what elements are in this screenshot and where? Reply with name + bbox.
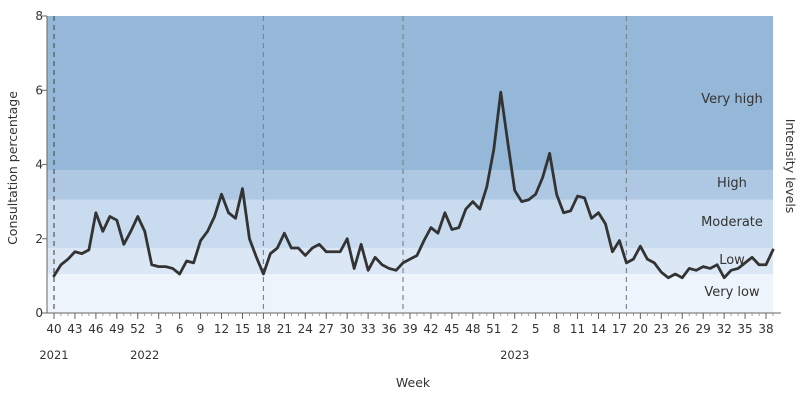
x-tick-label-10: 18 xyxy=(256,322,271,336)
y-tick-label-2: 2 xyxy=(35,232,43,246)
x-tick-label-30: 26 xyxy=(675,322,690,336)
x-tick-label-16: 36 xyxy=(381,322,396,336)
intensity-bands xyxy=(47,16,773,313)
band-moderate xyxy=(47,199,773,249)
x-tick-label-29: 23 xyxy=(654,322,669,336)
x-tick-label-23: 5 xyxy=(532,322,540,336)
year-label-2023: 2023 xyxy=(500,348,529,362)
x-tick-label-21: 51 xyxy=(486,322,501,336)
x-tick-label-22: 2 xyxy=(511,322,519,336)
x-tick-label-27: 17 xyxy=(612,322,627,336)
x-tick-label-3: 49 xyxy=(109,322,124,336)
x-tick-label-28: 20 xyxy=(633,322,648,336)
band-high xyxy=(47,170,773,200)
band-label-low: Low xyxy=(719,253,745,268)
intensity-axis-title: Intensity levels xyxy=(783,119,798,214)
y-tick-label-4: 4 xyxy=(35,158,43,172)
x-tick-label-24: 8 xyxy=(553,322,561,336)
x-tick-label-6: 6 xyxy=(176,322,184,336)
x-tick-label-1: 43 xyxy=(67,322,82,336)
x-tick-label-5: 3 xyxy=(155,322,163,336)
band-label-high: High xyxy=(717,176,747,191)
x-tick-label-14: 30 xyxy=(340,322,355,336)
series-line-layer xyxy=(52,90,775,280)
band-label-very-low: Very low xyxy=(704,285,760,300)
y-tick-label-0: 0 xyxy=(35,306,43,320)
band-low xyxy=(47,248,773,275)
band-very-low xyxy=(47,274,773,313)
axes xyxy=(42,15,781,319)
x-tick-label-33: 35 xyxy=(737,322,752,336)
y-axis-title: Consultation percentage xyxy=(5,91,20,245)
band-label-very-high: Very high xyxy=(701,92,762,107)
band-label-moderate: Moderate xyxy=(701,215,763,230)
y-tick-label-6: 6 xyxy=(35,83,43,97)
x-tick-label-11: 21 xyxy=(277,322,292,336)
y-tick-label-8: 8 xyxy=(35,9,43,23)
x-tick-label-8: 12 xyxy=(214,322,229,336)
x-tick-label-32: 32 xyxy=(716,322,731,336)
x-tick-label-18: 42 xyxy=(423,322,438,336)
x-tick-label-25: 11 xyxy=(570,322,585,336)
x-tick-label-4: 52 xyxy=(130,322,145,336)
x-tick-label-7: 9 xyxy=(197,322,205,336)
x-tick-label-17: 39 xyxy=(402,322,417,336)
x-tick-label-0: 40 xyxy=(46,322,61,336)
year-label-2022: 2022 xyxy=(130,348,159,362)
series-line xyxy=(52,90,775,280)
x-tick-label-9: 15 xyxy=(235,322,250,336)
x-tick-label-20: 48 xyxy=(465,322,480,336)
x-tick-label-31: 29 xyxy=(696,322,711,336)
x-tick-label-15: 33 xyxy=(360,322,375,336)
band-very-high xyxy=(47,16,773,171)
x-tick-label-34: 38 xyxy=(758,322,773,336)
x-tick-label-13: 27 xyxy=(319,322,334,336)
x-tick-label-19: 45 xyxy=(444,322,459,336)
x-tick-label-12: 24 xyxy=(298,322,313,336)
x-axis-title: Week xyxy=(396,375,431,390)
year-label-2021: 2021 xyxy=(39,348,68,362)
x-tick-label-26: 14 xyxy=(591,322,606,336)
x-tick-label-2: 46 xyxy=(88,322,103,336)
